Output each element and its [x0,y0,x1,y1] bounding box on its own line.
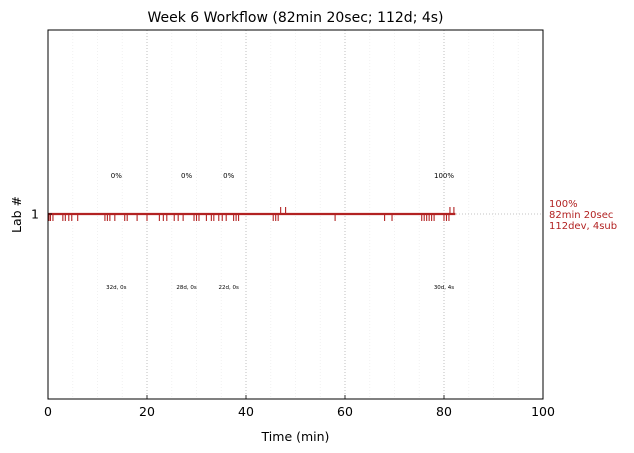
segment-summary-label: 30d, 4s [434,285,454,291]
x-tick-label: 20 [139,404,155,419]
segment-percent-label: 100% [434,172,454,180]
y-tick-label: 1 [31,207,39,222]
segment-percent-label: 0% [111,172,122,180]
plot-area [47,29,544,400]
segment-summary-label: 28d, 0s [176,285,196,291]
x-axis-label: Time (min) [261,429,330,444]
chart-title: Week 6 Workflow (82min 20sec; 112d; 4s) [147,10,443,26]
segment-summary-label: 32d, 0s [106,285,126,291]
y-axis-label: Lab # [9,196,24,233]
row-summary-text: 112dev, 4sub [549,221,617,232]
segment-percent-label: 0% [181,172,192,180]
segment-summary-label: 22d, 0s [218,285,238,291]
x-tick-label: 100 [531,404,555,419]
timeline-data [48,207,456,221]
row-summary-text: 100% [549,199,578,210]
x-tick-label: 40 [238,404,254,419]
annotations: 0% 32d, 0s 0% 28d, 0s 0% 22d, 0s 100% 30d, 4s 10… [106,172,617,291]
segment-percent-label: 0% [223,172,234,180]
axis-ticks: 0 20 40 60 80 100 1 [31,207,555,420]
row-summary-text: 82min 20sec [549,210,613,221]
x-tick-label: 60 [337,404,353,419]
x-tick-label: 80 [436,404,452,419]
x-tick-label: 0 [44,404,52,419]
